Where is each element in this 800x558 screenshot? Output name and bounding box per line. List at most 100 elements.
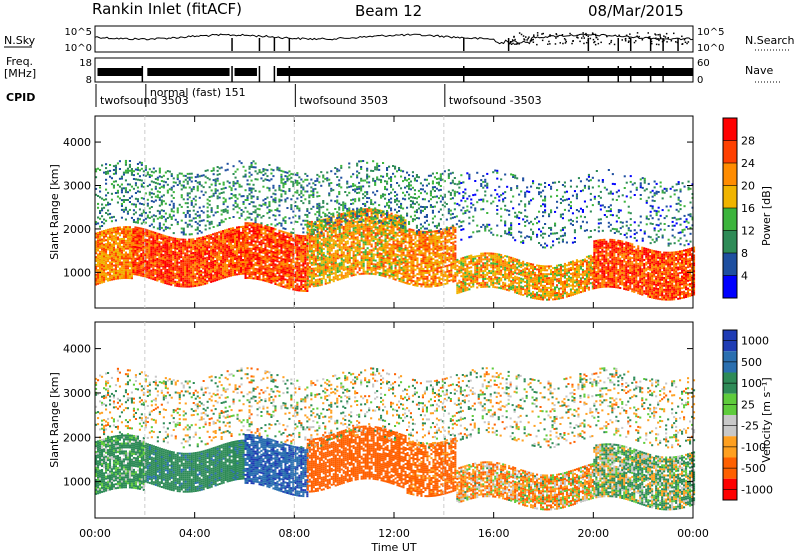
data-cell (412, 255, 414, 257)
data-cell (395, 275, 397, 277)
data-cell (251, 234, 253, 236)
data-cell (218, 265, 220, 267)
data-cell (470, 286, 472, 288)
data-cell (440, 274, 442, 276)
data-cell (216, 271, 218, 273)
data-cell (405, 237, 407, 239)
data-cell (359, 242, 361, 244)
data-cell (385, 236, 387, 238)
data-cell (222, 277, 224, 279)
data-cell (331, 271, 333, 273)
data-cell (115, 270, 117, 272)
data-cell (339, 245, 341, 247)
data-cell (257, 239, 259, 241)
data-cell (434, 234, 436, 236)
data-cell (369, 253, 371, 255)
data-cell (206, 263, 208, 265)
data-cell (284, 284, 286, 286)
data-cell (335, 254, 337, 256)
data-cell (208, 258, 210, 260)
data-cell (357, 248, 359, 250)
data-cell (154, 232, 156, 234)
data-cell (480, 268, 482, 270)
data-cell (166, 259, 168, 261)
data-cell (410, 256, 412, 258)
data-cell (420, 237, 422, 239)
data-cell (255, 268, 257, 270)
data-cell (397, 232, 399, 234)
data-cell (198, 257, 200, 259)
data-cell (129, 261, 131, 263)
data-cell (196, 246, 198, 248)
data-cell (121, 277, 123, 279)
data-cell (123, 230, 125, 232)
noise-search-point (543, 33, 545, 35)
data-cell (260, 228, 262, 230)
data-cell (300, 235, 302, 237)
data-cell (284, 275, 286, 277)
data-cell (315, 240, 317, 242)
data-cell (212, 274, 214, 276)
data-cell (97, 273, 99, 275)
data-cell (107, 239, 109, 241)
data-cell (174, 246, 176, 248)
data-cell (452, 245, 454, 247)
data-cell (170, 258, 172, 260)
data-cell (224, 241, 226, 243)
data-cell (369, 243, 371, 245)
data-cell (450, 275, 452, 277)
data-cell (385, 262, 387, 264)
data-cell (397, 244, 399, 246)
data-cell (369, 232, 371, 234)
data-cell (136, 274, 138, 276)
data-cell (113, 259, 115, 261)
data-cell (202, 276, 204, 278)
data-cell (418, 277, 420, 279)
data-cell (359, 267, 361, 269)
data-cell (146, 245, 148, 247)
data-cell (359, 232, 361, 234)
data-cell (345, 231, 347, 233)
data-cell (452, 281, 454, 283)
data-cell (107, 264, 109, 266)
data-cell (264, 268, 266, 270)
data-cell (260, 240, 262, 242)
data-cell (339, 243, 341, 245)
data-cell (309, 282, 311, 284)
data-cell (210, 246, 212, 248)
data-cell (345, 233, 347, 235)
data-cell (276, 272, 278, 274)
data-cell (311, 268, 313, 270)
data-cell (190, 266, 192, 268)
data-cell (355, 262, 357, 264)
data-cell (186, 252, 188, 254)
data-cell (335, 270, 337, 272)
data-cell (103, 281, 105, 283)
data-cell (446, 265, 448, 267)
data-cell (405, 276, 407, 278)
noise-search-point (655, 34, 657, 36)
data-cell (276, 239, 278, 241)
data-cell (432, 235, 434, 237)
data-cell (255, 264, 257, 266)
data-cell (341, 266, 343, 268)
data-cell (321, 227, 323, 229)
data-cell (448, 229, 450, 231)
data-cell (216, 263, 218, 265)
noise-search-point (629, 38, 631, 40)
data-cell (111, 255, 113, 257)
data-cell (162, 239, 164, 241)
data-cell (478, 267, 480, 269)
data-cell (138, 227, 140, 229)
data-cell (253, 248, 255, 250)
data-cell (129, 265, 131, 267)
data-cell (434, 230, 436, 232)
noise-search-point (566, 41, 568, 43)
data-cell (426, 276, 428, 278)
data-cell (200, 258, 202, 260)
data-cell (393, 227, 395, 229)
data-cell (162, 260, 164, 262)
data-cell (333, 255, 335, 257)
data-cell (220, 260, 222, 262)
data-cell (172, 241, 174, 243)
